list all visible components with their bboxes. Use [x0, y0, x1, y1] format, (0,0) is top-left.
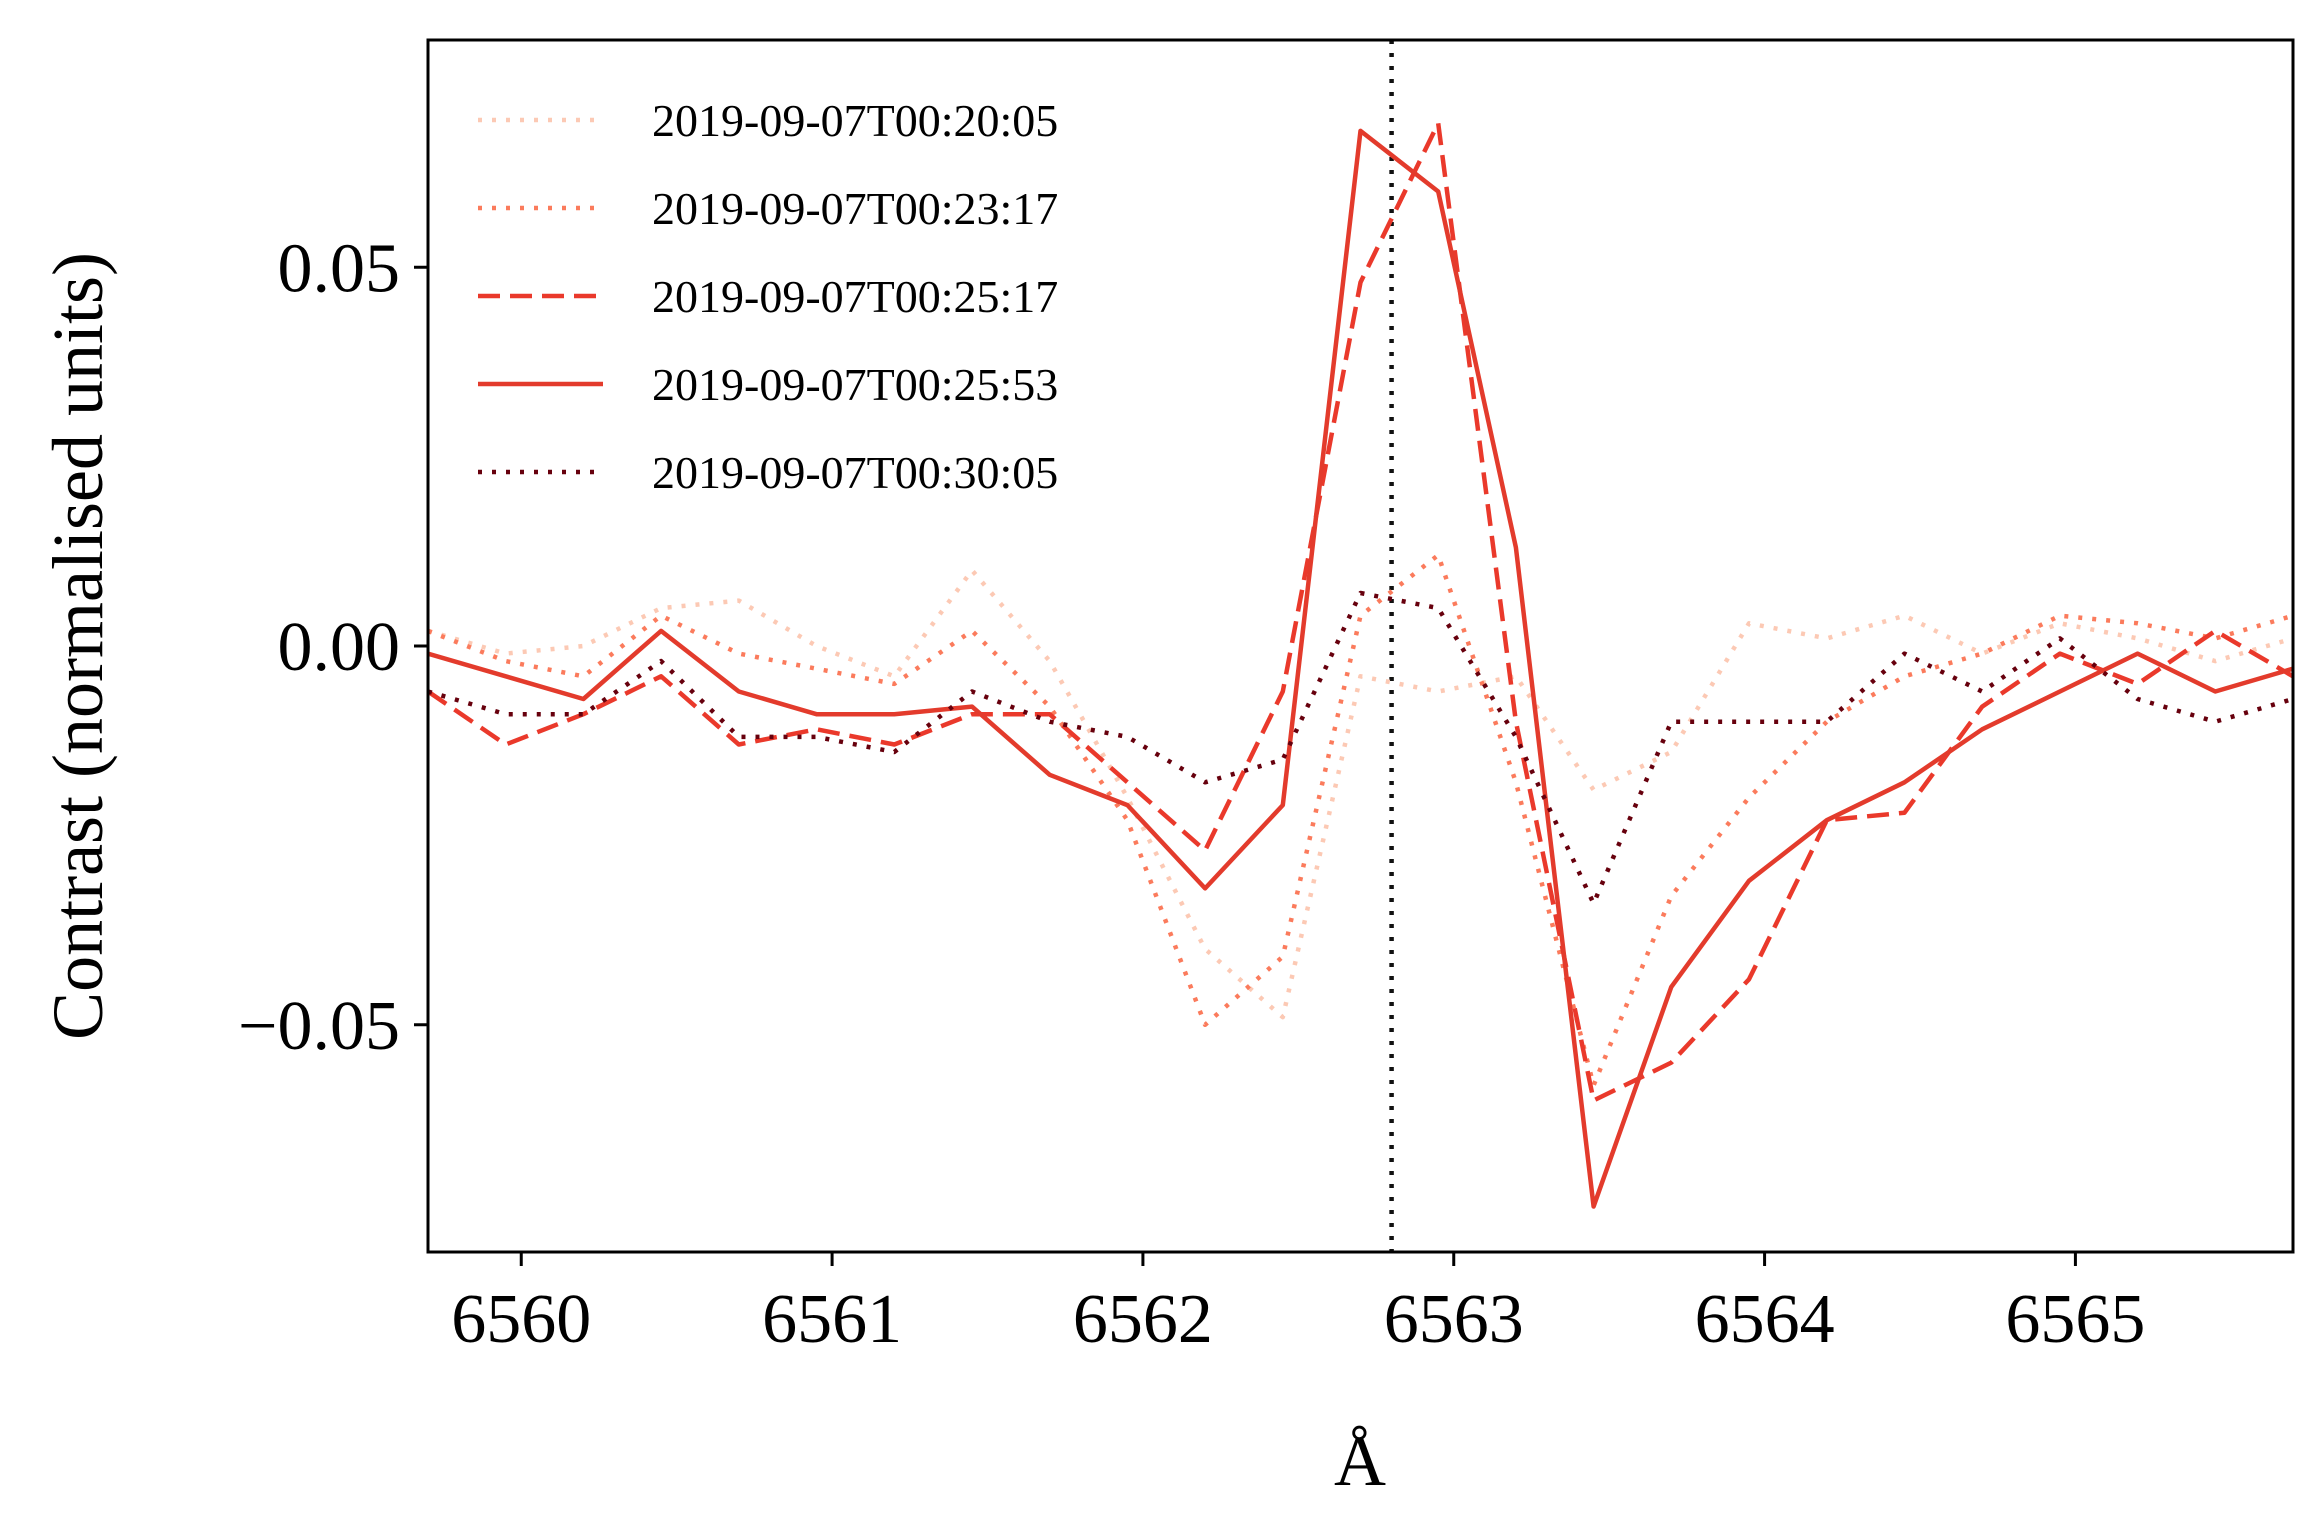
series-line-5 [428, 590, 2293, 906]
x-tick-label: 6563 [1384, 1281, 1524, 1358]
legend-label: 2019-09-07T00:25:53 [652, 359, 1058, 410]
x-axis-label: Å [1334, 1421, 1386, 1501]
legend-label: 2019-09-07T00:25:17 [652, 271, 1058, 322]
y-tick-label: 0.00 [278, 609, 401, 686]
series-layer [428, 121, 2293, 1209]
y-tick-label: 0.05 [278, 230, 401, 307]
legend-label: 2019-09-07T00:20:05 [652, 95, 1058, 146]
legend-label: 2019-09-07T00:23:17 [652, 183, 1058, 234]
legend: 2019-09-07T00:20:05 2019-09-07T00:23:17 20… [478, 95, 1058, 498]
y-tick-label: −0.05 [238, 988, 400, 1065]
y-axis-label: Contrast (normalised units) [38, 252, 118, 1040]
x-tick-label: 6560 [451, 1281, 591, 1358]
x-tick-label: 6561 [762, 1281, 902, 1358]
x-tick-label: 6564 [1695, 1281, 1835, 1358]
series-line-4 [428, 128, 2293, 1209]
x-tick-label: 6565 [2005, 1281, 2145, 1358]
x-axis-ticks: 6560 6561 6562 6563 6564 6565 [451, 1252, 2145, 1358]
x-tick-label: 6562 [1073, 1281, 1213, 1358]
series-line-1 [428, 568, 2293, 1020]
y-axis-ticks: 0.05 0.00 −0.05 [238, 230, 428, 1065]
series-line-3 [428, 121, 2293, 1103]
legend-label: 2019-09-07T00:30:05 [652, 447, 1058, 498]
